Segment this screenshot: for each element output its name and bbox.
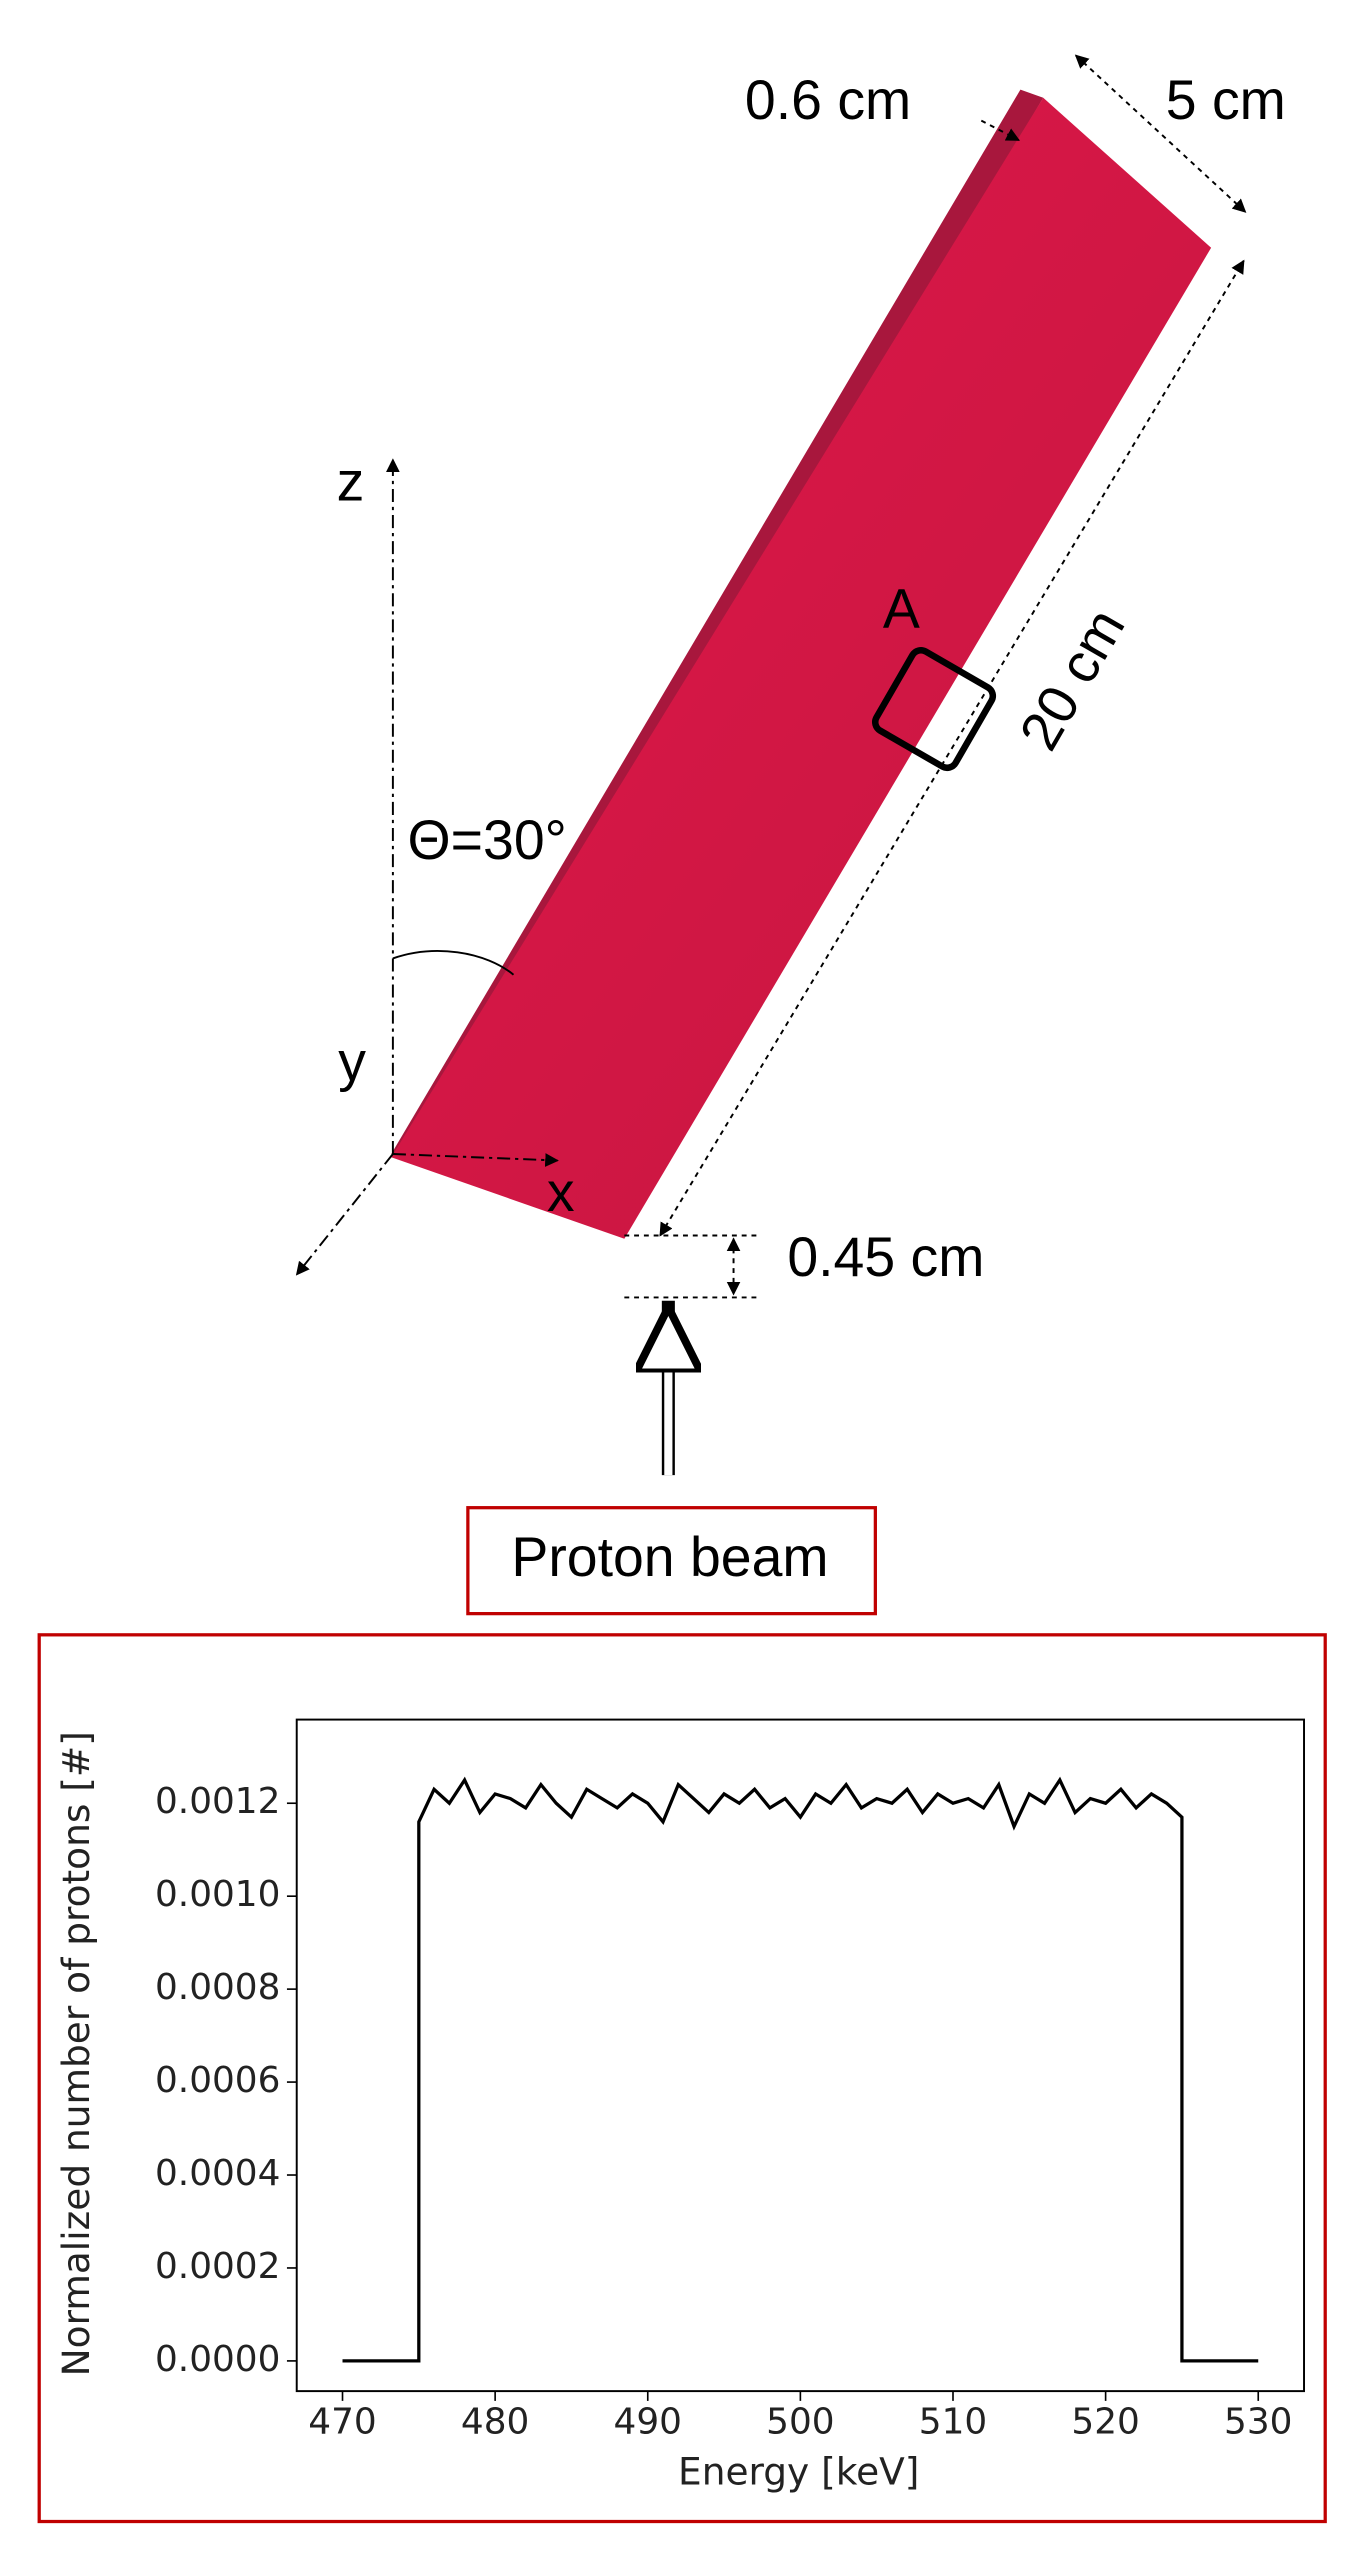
chart-box [37, 1633, 1327, 2524]
y-tick-label: 0.0008 [155, 1967, 280, 2008]
label: Proton beam [511, 1526, 828, 1588]
beam-box [466, 1506, 877, 1616]
x-tick-label: 470 [308, 2402, 376, 2443]
x-axis [392, 1153, 559, 1167]
label: z [337, 450, 365, 512]
label: 5 cm [1166, 69, 1286, 131]
label: y [338, 1031, 366, 1093]
x-tick-label: 520 [1071, 2402, 1139, 2443]
label: A [883, 577, 920, 639]
x-axis-title: Energy [keV] [678, 2450, 919, 2494]
y-tick-label: 0.0004 [155, 2153, 280, 2194]
angle-arc [392, 950, 515, 976]
x-tick-label: 510 [919, 2402, 987, 2443]
length-arrow [659, 259, 1245, 1237]
x-tick-label: 490 [614, 2402, 682, 2443]
y-tick-label: 0.0006 [155, 2060, 280, 2101]
y-tick-label: 0.0010 [155, 1874, 280, 1915]
label: x [547, 1161, 575, 1223]
label: 0.6 cm [745, 69, 911, 131]
x-tick-label: 480 [461, 2402, 529, 2443]
data-line [342, 1776, 1259, 2363]
y-tick-label: 0.0000 [155, 2339, 280, 2380]
label: 0.45 cm [787, 1226, 984, 1288]
label: Θ=30° [408, 809, 567, 871]
y-tick-label: 0.0002 [155, 2246, 280, 2287]
chart: Energy [keV] Normalized number of proton… [54, 1718, 1306, 2494]
y-axis [295, 1153, 394, 1276]
plot-frame [295, 1718, 1306, 2393]
thickness-arrow [980, 119, 1021, 142]
x-tick-label: 530 [1224, 2402, 1292, 2443]
x-tick-label: 500 [766, 2402, 834, 2443]
y-axis-title: Normalized number of protons [#] [54, 1731, 98, 2376]
y-tick-label: 0.0012 [155, 1781, 280, 1822]
